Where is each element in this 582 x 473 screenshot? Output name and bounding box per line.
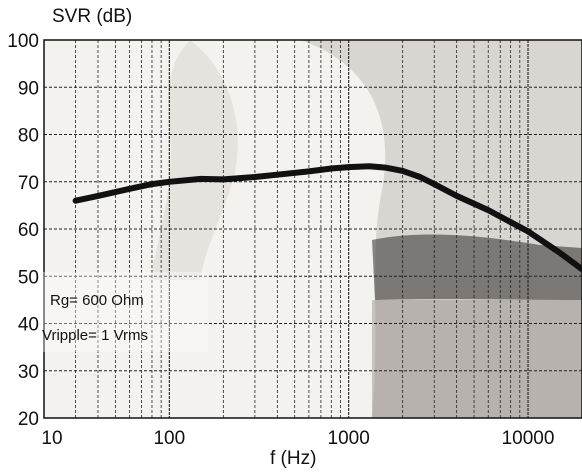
x-tick-label: 1000 — [328, 428, 370, 449]
y-tick-label: 80 — [18, 126, 39, 147]
x-tick-labels: 10 100 1000 10000 — [41, 428, 554, 449]
x-axis-label: f (Hz) — [270, 448, 316, 469]
y-tick-label: 30 — [18, 362, 39, 383]
photo-garment-shape — [372, 234, 582, 300]
y-tick-label: 50 — [18, 267, 39, 288]
series-group — [72, 163, 582, 273]
y-tick-label: 90 — [18, 78, 39, 99]
y-tick-labels: 20 30 40 50 60 70 80 90 100 — [7, 31, 39, 430]
photo-lower-shape — [372, 300, 582, 418]
y-tick-label: 60 — [18, 220, 39, 241]
photo-arm-shape — [150, 40, 238, 280]
plot-frame — [43, 39, 582, 419]
series-line — [72, 163, 582, 273]
annotation-box — [40, 272, 208, 352]
grid — [43, 39, 582, 419]
y-axis-label: SVR (dB) — [52, 6, 132, 27]
y-tick-label: 70 — [18, 173, 39, 194]
annotation-vripple: Vripple= 1 Vrms — [42, 327, 148, 344]
annotation-rg: Rg= 600 Ohm — [50, 292, 144, 309]
y-tick-label: 40 — [18, 315, 39, 336]
y-tick-label: 100 — [7, 31, 39, 52]
x-tick-label: 10000 — [502, 428, 555, 449]
x-tick-label: 10 — [41, 428, 62, 449]
x-tick-label: 100 — [153, 428, 185, 449]
y-tick-label: 20 — [18, 409, 39, 430]
